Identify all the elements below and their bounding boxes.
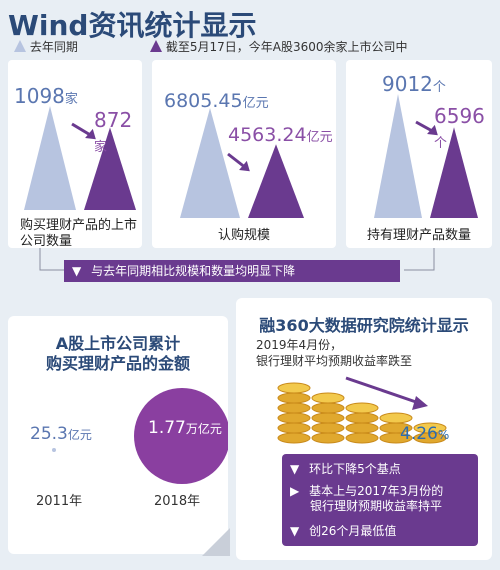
bar-curr	[430, 127, 478, 218]
rate-value: 4.26%	[400, 424, 449, 444]
coin-icon	[379, 412, 413, 424]
summary-banner: ▼ 与去年同期相比规模和数量均明显下降	[64, 260, 400, 282]
coin-stacks-illustration	[277, 376, 447, 444]
unit-curr: 个	[434, 136, 448, 151]
chart-holdings	[374, 94, 478, 218]
banner-text: 与去年同期相比规模和数量均明显下降	[91, 264, 296, 278]
year-2011: 2011年	[36, 494, 83, 509]
unit-2011: 亿元	[67, 428, 92, 442]
chart-scale	[180, 108, 304, 218]
value-curr: 872	[94, 108, 133, 132]
bullet-text-3: 创26个月最低值	[309, 524, 397, 538]
unit-curr: 亿元	[306, 130, 333, 145]
bullet-item-3: ▼ 创26个月最低值	[290, 522, 396, 539]
value-label-2018: 1.77万亿元	[148, 418, 222, 438]
rate-unit: %	[437, 428, 450, 442]
coin-icon	[277, 432, 311, 444]
x-label-holdings: 持有理财产品数量	[366, 228, 471, 243]
bar-curr	[84, 127, 136, 210]
coin-icon	[311, 402, 345, 414]
page-fold-corner	[202, 528, 230, 556]
down-arrow-head-icon	[85, 128, 96, 140]
value-label-curr: 4563.24亿元	[228, 124, 333, 146]
coin-icon	[277, 422, 311, 434]
legend-prev: 去年同期	[14, 38, 78, 55]
x-label-companies: 购买理财产品的上市公司数量	[20, 218, 138, 249]
value-label-curr: 872 家	[94, 108, 142, 156]
coin-icon	[277, 412, 311, 424]
bullet-text-2a: 基本上与2017年3月份的	[309, 484, 444, 498]
x-label-scale: 认购规模	[217, 228, 270, 243]
chart-card-holdings: 9012个 6596个 持有理财产品数量	[346, 60, 492, 248]
value-2018: 1.77	[148, 418, 186, 438]
bar-prev	[374, 94, 422, 218]
banner-connector	[39, 248, 435, 271]
unit-prev: 个	[432, 80, 446, 95]
bubble-2018	[134, 388, 228, 484]
legend-curr: 截至5月17日，今年A股3600余家上市公司中	[150, 38, 407, 55]
unit-2018: 万亿元	[185, 422, 222, 436]
bar-prev	[24, 106, 76, 210]
coin-icon	[277, 392, 311, 404]
chart-cumulative	[52, 388, 228, 484]
value-2011: 25.3	[30, 424, 68, 444]
right-triangle-icon: ▶	[290, 484, 300, 498]
legend-prev-label: 去年同期	[29, 40, 78, 54]
bullet-box: ▼ 环比下降5个基点 ▶ 基本上与2017年3月份的 银行理财预期收益率持平 ▼…	[282, 454, 478, 546]
value-label-prev: 9012个	[382, 72, 446, 96]
triangle-icon-prev	[14, 40, 26, 52]
sub-line2: 银行理财平均预期收益率跌至	[256, 354, 413, 368]
coin-icon	[345, 412, 379, 424]
value-label-prev: 6805.45亿元	[164, 90, 269, 112]
panel-yield: 融360大数据研究院统计显示 2019年4月份， 银行理财平均预期收益率跌至 4…	[236, 298, 492, 560]
chart-card-companies: 1098家 872家	[8, 60, 142, 248]
down-triangle-icon: ▼	[290, 462, 300, 476]
bullet-text-2b: 银行理财预期收益率持平	[310, 499, 443, 513]
value-prev: 9012	[382, 72, 433, 96]
coin-icon	[277, 382, 311, 394]
down-triangle-icon: ▼	[290, 524, 300, 538]
coin-icon	[311, 432, 345, 444]
chart-card-scale: 6805.45亿元 4563.24亿元 认购规模	[152, 60, 336, 248]
value-label-2011: 25.3亿元	[30, 424, 92, 444]
value-label-curr: 6596 个	[434, 104, 492, 152]
panel-title-line1: A股上市公司累计	[55, 334, 181, 353]
panel-title-line2: 购买理财产品的金额	[45, 354, 190, 373]
value-curr: 4563.24	[228, 124, 307, 146]
value-prev: 1098	[14, 84, 65, 108]
down-arrow-head-icon	[427, 124, 438, 136]
chart-companies	[24, 106, 136, 210]
bar-prev	[180, 108, 240, 218]
unit-prev: 亿元	[242, 96, 269, 111]
coin-icon	[277, 402, 311, 414]
rate-number: 4.26	[400, 424, 438, 444]
coin-icon	[311, 392, 345, 404]
panel-cumulative: A股上市公司累计 购买理财产品的金额 25.3亿元 1.77万亿元 2011年 …	[8, 316, 228, 554]
legend-curr-label: 截至5月17日，今年A股3600余家上市公司中	[165, 40, 408, 54]
value-curr: 6596	[434, 104, 485, 128]
bullet-item-1: ▼ 环比下降5个基点	[290, 460, 401, 477]
sub-line1: 2019年4月份，	[256, 338, 343, 352]
coin-icon	[345, 432, 379, 444]
coin-icon	[345, 422, 379, 434]
down-arrow-head-icon	[239, 160, 250, 172]
coin-icon	[345, 402, 379, 414]
unit-prev: 家	[64, 92, 78, 107]
down-triangle-icon: ▼	[72, 264, 82, 278]
triangle-icon-curr	[150, 40, 162, 52]
bar-curr	[248, 144, 304, 218]
value-prev: 6805.45	[164, 90, 243, 112]
bullet-item-2: ▶ 基本上与2017年3月份的 银行理财预期收益率持平	[290, 484, 443, 514]
page-title: Wind资讯统计显示	[8, 9, 257, 42]
panel-header: 融360大数据研究院统计显示	[259, 316, 469, 335]
coin-icon	[311, 412, 345, 424]
coin-icon	[413, 422, 447, 434]
year-2018: 2018年	[154, 494, 201, 509]
bubble-2011	[52, 448, 56, 452]
bullet-text-1: 环比下降5个基点	[309, 462, 401, 476]
value-label-prev: 1098家	[14, 84, 78, 108]
coin-icon	[311, 422, 345, 434]
unit-curr: 家	[94, 140, 108, 155]
